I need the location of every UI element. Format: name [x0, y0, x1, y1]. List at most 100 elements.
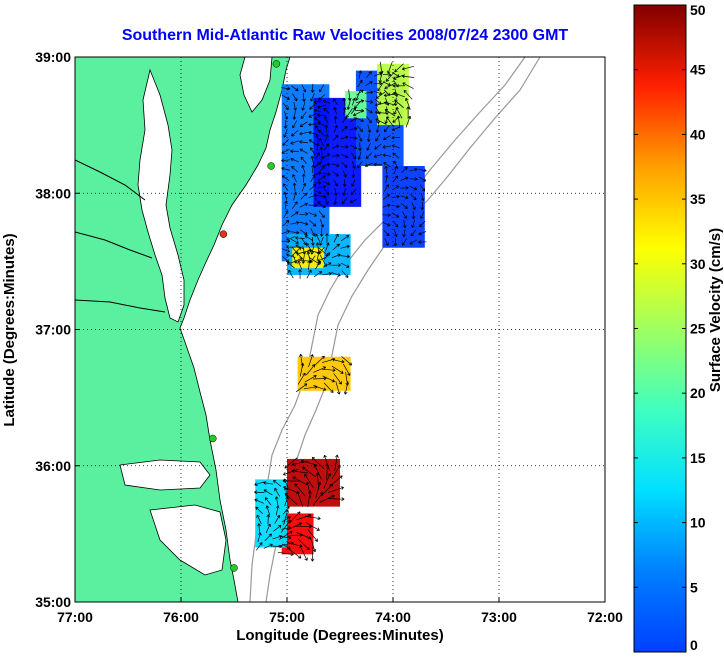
- velocity-vector: [281, 229, 291, 235]
- velocity-vector: [364, 162, 373, 168]
- velocity-vector: [290, 149, 300, 154]
- y-tick-label: 39:00: [35, 49, 71, 65]
- velocity-vector: [282, 220, 290, 227]
- velocity-vector: [307, 529, 318, 542]
- velocity-vector: [325, 463, 330, 481]
- velocity-vector: [377, 80, 385, 92]
- velocity-vector: [299, 229, 308, 236]
- velocity-vector: [345, 108, 353, 119]
- velocity-vector: [335, 381, 341, 395]
- velocity-vector: [308, 130, 317, 135]
- velocity-vector: [263, 543, 273, 549]
- velocity-vector: [322, 172, 331, 176]
- velocity-vector: [317, 202, 326, 208]
- velocity-vector: [342, 170, 347, 178]
- velocity-vector: [383, 194, 390, 200]
- velocity-vector: [373, 162, 383, 167]
- x-axis-label: Longitude (Degrees:Minutes): [236, 627, 444, 644]
- velocity-vector: [383, 93, 397, 98]
- velocity-vector: [310, 83, 315, 93]
- velocity-vector: [402, 211, 407, 219]
- velocity-vector: [290, 140, 299, 145]
- velocity-vector: [356, 89, 364, 96]
- velocity-vector: [405, 115, 412, 128]
- velocity-vector: [286, 245, 296, 250]
- x-tick-label: 72:00: [587, 609, 623, 625]
- radar-station-marker: [272, 60, 281, 68]
- velocity-vector: [409, 167, 418, 172]
- velocity-vector: [351, 179, 356, 187]
- velocity-vector: [318, 210, 325, 218]
- velocity-vector: [340, 235, 350, 242]
- velocity-vector: [353, 110, 364, 117]
- velocity-vector: [315, 133, 320, 142]
- velocity-vector: [308, 113, 317, 118]
- velocity-vector: [323, 473, 331, 489]
- velocity-vector: [333, 373, 342, 385]
- velocity-vector: [410, 193, 417, 201]
- velocity-vector: [334, 454, 339, 472]
- velocity-vector: [272, 544, 283, 549]
- velocity-vector: [342, 363, 351, 376]
- velocity-vector: [322, 262, 332, 268]
- velocity-vector: [308, 139, 317, 146]
- velocity-vector: [282, 506, 290, 515]
- velocity-vector: [318, 165, 325, 173]
- velocity-vector: [283, 119, 288, 129]
- velocity-vector: [254, 498, 264, 504]
- colorbar-tick-label: 5: [690, 579, 698, 595]
- velocity-vector: [410, 229, 417, 237]
- velocity-vector: [411, 202, 416, 210]
- velocity-vector: [273, 524, 282, 532]
- velocity-vector: [311, 456, 325, 469]
- velocity-vector: [330, 358, 345, 364]
- velocity-vector: [373, 154, 382, 158]
- velocity-vector: [297, 538, 310, 551]
- colorbar-tick-label: 20: [690, 385, 706, 401]
- velocity-vector: [355, 89, 361, 101]
- albemarle-sound: [119, 459, 211, 491]
- x-tick-label: 73:00: [481, 609, 517, 625]
- velocity-vector: [349, 126, 358, 131]
- velocity-vector: [315, 472, 320, 490]
- radar-stations: [209, 60, 281, 572]
- velocity-vector: [351, 161, 356, 169]
- velocity-vector: [290, 238, 299, 244]
- radar-station-marker: [230, 564, 238, 572]
- y-tick-labels: 39:00 38:00 37:00 36:00 35:00: [35, 49, 71, 610]
- velocity-vector: [323, 153, 331, 159]
- velocity-vector: [274, 496, 279, 507]
- colorbar-tick-label: 25: [690, 321, 706, 337]
- velocity-vector: [317, 194, 327, 199]
- velocity-vector: [299, 221, 309, 226]
- colorbar-tick-label: 35: [690, 191, 706, 207]
- velocity-vector: [400, 195, 409, 200]
- velocity-vector: [333, 188, 338, 196]
- colorbar-tick-label: 45: [690, 62, 706, 78]
- velocity-vector: [308, 122, 318, 127]
- velocity-vector: [342, 106, 347, 115]
- velocity-vector: [314, 198, 321, 204]
- velocity-vector: [308, 354, 314, 368]
- rappahannock-river: [75, 231, 153, 259]
- velocity-vector: [341, 161, 348, 168]
- velocity-vector: [341, 356, 353, 366]
- velocity-vector: [281, 526, 292, 530]
- velocity-vector: [283, 191, 288, 201]
- velocity-vector: [402, 82, 414, 89]
- velocity-vector: [324, 197, 329, 205]
- velocity-vector: [386, 116, 394, 128]
- delaware-bay: [239, 57, 273, 113]
- velocity-vector: [283, 210, 289, 219]
- velocity-vector: [356, 117, 364, 123]
- velocity-vector: [321, 368, 336, 373]
- velocity-vector: [317, 113, 327, 117]
- velocity-vector: [332, 243, 340, 251]
- velocity-vector: [357, 151, 362, 160]
- velocity-vector: [317, 185, 327, 189]
- velocity-vector: [401, 238, 407, 246]
- velocity-vector: [292, 110, 297, 120]
- velocity-vector: [323, 107, 330, 114]
- velocity-vector: [366, 133, 371, 142]
- velocity-vector: [325, 233, 329, 243]
